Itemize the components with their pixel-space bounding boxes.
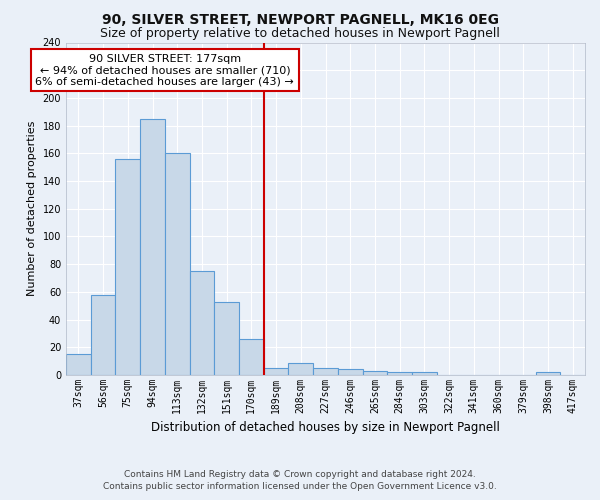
Text: Size of property relative to detached houses in Newport Pagnell: Size of property relative to detached ho…: [100, 28, 500, 40]
Text: 90 SILVER STREET: 177sqm
← 94% of detached houses are smaller (710)
6% of semi-d: 90 SILVER STREET: 177sqm ← 94% of detach…: [35, 54, 294, 87]
Bar: [190, 271, 214, 375]
X-axis label: Distribution of detached houses by size in Newport Pagnell: Distribution of detached houses by size …: [151, 422, 500, 434]
Bar: [387, 372, 412, 375]
Bar: [264, 368, 289, 375]
Bar: [239, 339, 264, 375]
Bar: [140, 118, 165, 375]
Bar: [289, 362, 313, 375]
Bar: [536, 372, 560, 375]
Bar: [338, 370, 362, 375]
Bar: [66, 354, 91, 375]
Bar: [362, 371, 387, 375]
Bar: [214, 302, 239, 375]
Bar: [165, 154, 190, 375]
Y-axis label: Number of detached properties: Number of detached properties: [27, 121, 37, 296]
Bar: [313, 368, 338, 375]
Text: 90, SILVER STREET, NEWPORT PAGNELL, MK16 0EG: 90, SILVER STREET, NEWPORT PAGNELL, MK16…: [101, 12, 499, 26]
Bar: [91, 294, 115, 375]
Text: Contains HM Land Registry data © Crown copyright and database right 2024.
Contai: Contains HM Land Registry data © Crown c…: [103, 470, 497, 491]
Bar: [115, 159, 140, 375]
Bar: [412, 372, 437, 375]
